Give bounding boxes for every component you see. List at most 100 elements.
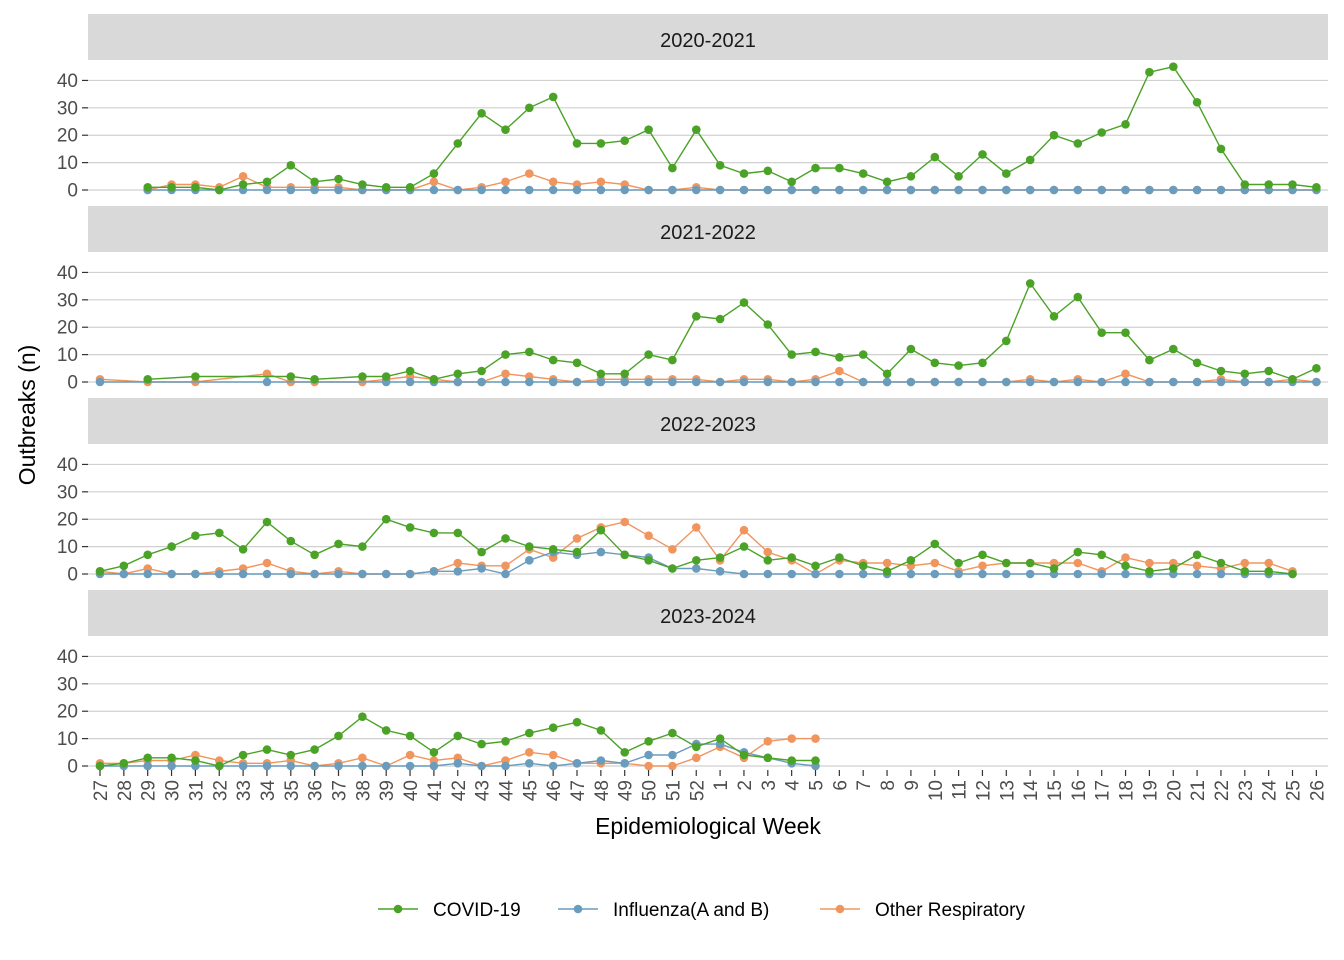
data-point-flu [1073, 185, 1083, 195]
data-point-other [262, 558, 272, 568]
y-tick-label: 30 [57, 290, 78, 311]
x-tick-label: 28 [115, 780, 136, 801]
data-point-other [787, 734, 796, 743]
x-tick-label: 11 [950, 780, 971, 800]
data-point-covid [644, 737, 653, 746]
data-point-covid [882, 177, 892, 187]
data-point-flu [548, 185, 558, 195]
data-point-other [525, 748, 534, 757]
data-point-flu [811, 569, 820, 579]
data-point-covid [381, 514, 391, 524]
data-point-covid [1121, 328, 1130, 338]
x-tick-label: 41 [425, 780, 446, 801]
data-point-flu [787, 377, 796, 387]
data-point-flu [787, 569, 796, 579]
data-point-flu [835, 377, 844, 387]
data-point-covid [310, 745, 319, 754]
data-point-covid [1192, 550, 1202, 560]
x-tick-label: 15 [1045, 780, 1066, 801]
panel-2021-2022: 2021-2022 0 10 20 30 40 [57, 206, 1328, 394]
data-point-covid [811, 163, 820, 173]
data-point-covid [501, 350, 510, 359]
data-point-other [1073, 558, 1083, 568]
data-point-covid [429, 375, 439, 384]
data-point-covid [811, 561, 820, 571]
data-point-flu [906, 569, 916, 579]
data-point-flu [310, 569, 319, 579]
x-tick-label: 33 [234, 780, 255, 801]
data-point-covid [692, 312, 701, 321]
data-point-covid [882, 369, 892, 379]
data-point-flu [477, 185, 486, 195]
x-tick-label: 10 [926, 780, 947, 801]
x-tick-label: 48 [592, 780, 613, 801]
x-tick-label: 22 [1212, 780, 1233, 801]
data-point-flu [1192, 185, 1202, 195]
data-point-covid [501, 534, 510, 543]
data-point-flu [310, 761, 319, 771]
y-tick-label: 10 [57, 345, 78, 366]
data-point-covid [501, 125, 510, 134]
data-point-covid [1121, 561, 1130, 571]
data-point-flu [620, 377, 629, 387]
y-tick-label: 0 [67, 373, 78, 394]
data-point-flu [739, 569, 749, 579]
legend-item-flu: Influenza(A and B) [558, 900, 769, 921]
data-point-covid [286, 536, 296, 546]
data-point-covid [763, 556, 773, 565]
data-point-covid [381, 372, 391, 381]
x-tick-label: 5 [807, 780, 828, 791]
data-point-covid [787, 553, 796, 562]
data-point-covid [930, 358, 940, 368]
data-point-flu [620, 759, 629, 768]
data-point-other [668, 761, 677, 771]
data-point-covid [191, 372, 200, 381]
data-point-other [1121, 369, 1130, 379]
data-point-other [429, 177, 439, 187]
data-point-flu [1073, 377, 1083, 387]
data-point-flu [262, 377, 272, 387]
data-point-covid [262, 517, 272, 527]
data-point-covid [930, 539, 940, 549]
data-point-covid [954, 172, 963, 181]
y-tick-label: 40 [57, 263, 78, 284]
data-point-covid [1025, 155, 1035, 165]
data-point-flu [358, 569, 367, 579]
x-tick-label: 25 [1284, 780, 1305, 801]
x-tick-label: 17 [1093, 780, 1114, 801]
data-point-covid [835, 353, 844, 362]
data-point-covid [692, 125, 701, 134]
data-point-flu [978, 377, 987, 387]
data-point-flu [739, 185, 749, 195]
legend-key-point [393, 904, 403, 914]
data-point-covid [358, 372, 367, 381]
data-point-flu [1025, 569, 1035, 579]
data-point-covid [978, 550, 987, 560]
data-point-covid [715, 314, 725, 324]
data-point-flu [429, 761, 439, 771]
x-tick-label: 14 [1021, 780, 1042, 802]
legend-item-other: Other Respiratory [820, 900, 1025, 921]
x-tick-label: 19 [1140, 780, 1161, 801]
data-point-flu [429, 567, 439, 576]
y-tick-label: 40 [57, 455, 78, 476]
data-point-covid [358, 180, 367, 189]
data-point-covid [358, 712, 367, 721]
data-point-covid [286, 161, 296, 170]
data-point-covid [620, 550, 629, 560]
data-point-covid [763, 753, 773, 763]
data-point-covid [286, 750, 296, 760]
data-point-covid [548, 723, 558, 732]
x-tick-label: 52 [687, 780, 708, 801]
data-point-flu [143, 761, 152, 771]
data-point-covid [453, 528, 463, 538]
data-point-covid [715, 553, 725, 562]
data-point-flu [596, 377, 606, 387]
panel-strip [88, 590, 1328, 636]
x-tick-label: 12 [973, 780, 994, 801]
data-point-covid [668, 564, 677, 573]
y-tick-label: 40 [57, 647, 78, 668]
data-point-other [668, 545, 677, 554]
data-point-covid [787, 350, 796, 359]
data-point-flu [644, 377, 653, 387]
